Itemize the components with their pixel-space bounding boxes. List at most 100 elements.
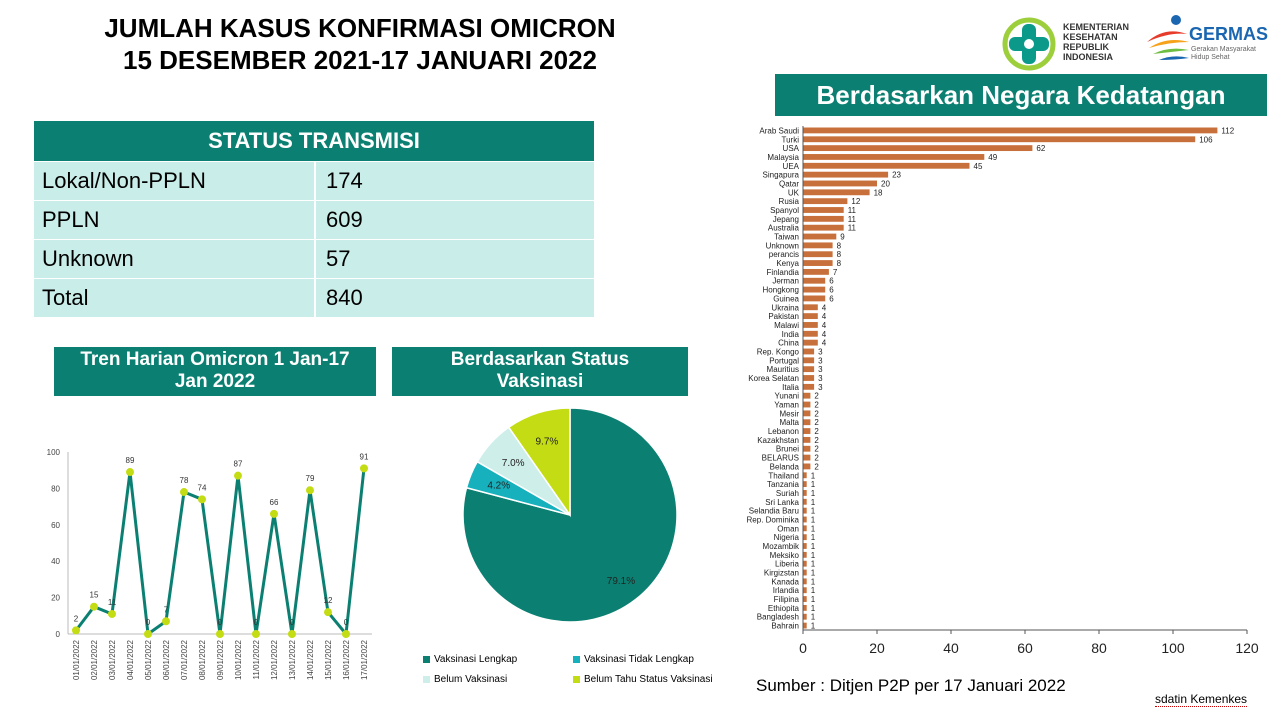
bar-value-label: 2 xyxy=(814,418,819,427)
data-label: 78 xyxy=(180,476,189,485)
category-label: Belanda xyxy=(770,462,800,471)
bar-value-label: 1 xyxy=(811,551,816,560)
category-label: Ukraina xyxy=(771,303,799,312)
category-label: Singapura xyxy=(763,171,800,180)
bar-value-label: 112 xyxy=(1221,126,1234,135)
data-point xyxy=(90,602,98,611)
row-value: 609 xyxy=(326,207,363,232)
kemenkes-logo xyxy=(1002,17,1056,71)
bar-value-label: 49 xyxy=(988,153,997,162)
bar-value-label: 2 xyxy=(814,454,819,463)
category-label: Filipina xyxy=(774,595,800,604)
category-label: Portugal xyxy=(769,356,799,365)
trend-chart-title: Tren Harian Omicron 1 Jan-17 Jan 2022 xyxy=(54,347,376,396)
category-label: perancis xyxy=(769,250,799,259)
x-tick-label: 80 xyxy=(1091,640,1107,656)
bar xyxy=(803,543,807,549)
bar-value-label: 1 xyxy=(811,524,816,533)
category-label: Mesir xyxy=(779,409,799,418)
bar-value-label: 3 xyxy=(818,383,823,392)
bar-value-label: 1 xyxy=(811,498,816,507)
legend-swatch xyxy=(573,676,580,683)
data-label: 2 xyxy=(74,614,79,623)
country-chart-title: Berdasarkan Negara Kedatangan xyxy=(775,74,1267,116)
bar-value-label: 2 xyxy=(814,392,819,401)
x-tick-label: 01/01/2022 xyxy=(72,639,81,680)
table-row: Lokal/Non-PPLN 174 xyxy=(34,161,594,200)
pie-slice xyxy=(462,407,678,623)
x-tick-label: 16/01/2022 xyxy=(342,639,351,680)
bar xyxy=(803,375,815,381)
bar xyxy=(803,224,844,231)
bar-value-label: 6 xyxy=(829,277,834,286)
bar xyxy=(803,498,807,505)
data-label: 0 xyxy=(146,618,151,627)
data-point xyxy=(198,495,206,504)
category-label: Suriah xyxy=(776,489,799,498)
row-value: 57 xyxy=(326,246,351,271)
bar xyxy=(803,189,870,196)
x-tick-label: 09/01/2022 xyxy=(216,639,225,680)
row-value: 840 xyxy=(326,285,363,310)
page-title: JUMLAH KASUS KONFIRMASI OMICRON 15 DESEM… xyxy=(60,12,660,76)
status-transmisi-table: STATUS TRANSMISI Lokal/Non-PPLN 174 PPLN… xyxy=(34,121,594,317)
bar xyxy=(803,445,811,452)
bar xyxy=(803,596,807,602)
bar-value-label: 1 xyxy=(811,613,816,622)
category-label: Turki xyxy=(782,135,800,144)
bar-value-label: 11 xyxy=(848,224,857,233)
category-label: Thailand xyxy=(768,471,799,480)
data-label: 87 xyxy=(234,460,243,469)
vaccination-pie-chart: 79.1% 4.2% 7.0% 9.7% xyxy=(462,407,678,623)
status-transmisi-title: STATUS TRANSMISI xyxy=(34,121,594,161)
data-point xyxy=(72,626,80,635)
table-row: Total 840 xyxy=(34,278,594,317)
data-label: 7 xyxy=(164,605,169,614)
title-line-1: JUMLAH KASUS KONFIRMASI OMICRON xyxy=(104,13,616,43)
bar xyxy=(803,242,833,249)
category-label: UK xyxy=(788,188,800,197)
x-tick-label: 13/01/2022 xyxy=(288,639,297,680)
bar-value-label: 2 xyxy=(814,445,819,454)
legend-label: Vaksinasi Lengkap xyxy=(434,654,518,665)
category-label: Bahrain xyxy=(771,622,799,631)
data-label: 11 xyxy=(108,598,117,607)
bar xyxy=(803,454,811,461)
data-point xyxy=(306,486,314,495)
bar xyxy=(803,551,807,558)
bar xyxy=(803,198,848,205)
category-label: Jerman xyxy=(772,277,799,286)
y-tick-label: 40 xyxy=(51,557,60,566)
x-tick-label: 17/01/2022 xyxy=(360,639,369,680)
bar xyxy=(803,348,815,355)
category-label: Taiwan xyxy=(774,233,799,242)
bar xyxy=(803,330,818,337)
bar xyxy=(803,171,889,178)
data-point xyxy=(288,630,296,638)
category-label: Kazakhstan xyxy=(757,436,799,445)
bar xyxy=(803,162,970,169)
bar xyxy=(803,366,815,373)
title-line-2: 15 DESEMBER 2021-17 JANUARI 2022 xyxy=(123,45,597,75)
bar xyxy=(803,277,826,284)
table-row: PPLN 609 xyxy=(34,200,594,239)
x-tick-label: 07/01/2022 xyxy=(180,639,189,680)
legend-label: Vaksinasi Tidak Lengkap xyxy=(584,654,694,665)
category-label: Qatar xyxy=(779,179,799,188)
category-label: Nigeria xyxy=(774,533,800,542)
bar xyxy=(803,136,1196,143)
x-tick-label: 14/01/2022 xyxy=(306,639,315,680)
row-label: Lokal/Non-PPLN xyxy=(34,162,316,200)
kemenkes-wordmark: KEMENTERIAN KESEHATAN REPUBLIK INDONESIA xyxy=(1063,22,1130,62)
row-label: Total xyxy=(34,279,316,317)
bar-value-label: 23 xyxy=(892,171,901,180)
x-tick-label: 12/01/2022 xyxy=(270,639,279,680)
bar-value-label: 20 xyxy=(881,179,890,188)
x-tick-label: 60 xyxy=(1017,640,1033,656)
bar-value-label: 2 xyxy=(814,462,819,471)
category-label: Australia xyxy=(768,224,800,233)
logo-area: KEMENTERIAN KESEHATAN REPUBLIK INDONESIA… xyxy=(995,10,1280,76)
category-label: Finlandia xyxy=(767,268,800,277)
bar-value-label: 1 xyxy=(811,586,816,595)
bar-value-label: 8 xyxy=(837,250,842,259)
